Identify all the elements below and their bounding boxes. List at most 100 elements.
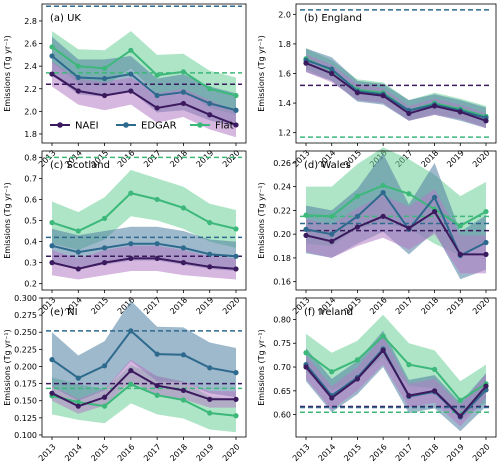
- point-flat: [128, 190, 134, 196]
- band-naei: [306, 336, 486, 427]
- point-flat: [380, 333, 386, 339]
- x-tick-label: 2019: [445, 442, 466, 462]
- point-edgar: [354, 213, 361, 219]
- y-tick-label: 2.8: [24, 17, 37, 26]
- series-line-naei: [305, 210, 486, 256]
- x-tick-label: 2015: [342, 442, 363, 462]
- point-naei: [483, 383, 489, 389]
- x-tick-label: 2020: [221, 442, 242, 462]
- point-edgar: [75, 249, 81, 255]
- series-line-naei: [51, 257, 237, 270]
- y-axis-label: Emissions (Tg yr⁻¹): [3, 35, 12, 112]
- y-axis-label: Emissions (Tg yr⁻¹): [3, 329, 12, 406]
- point-naei: [49, 71, 55, 77]
- legend-marker-flat: [197, 122, 203, 128]
- point-edgar: [154, 92, 160, 99]
- x-tick-label: 2017: [394, 295, 415, 316]
- y-tick-label: 0.150: [14, 397, 37, 406]
- point-flat: [233, 226, 239, 232]
- y-tick-label: 1.6: [278, 70, 291, 79]
- point-flat: [154, 72, 160, 78]
- point-flat: [154, 196, 160, 203]
- panel-5: 0.100 0.125 0.150 0.175 0.200 0.225 0.250 0.275…: [3, 294, 247, 462]
- band-naei: [52, 245, 236, 280]
- point-naei: [101, 260, 108, 266]
- point-naei: [128, 255, 134, 262]
- point-naei: [329, 70, 335, 77]
- point-flat: [380, 182, 386, 189]
- point-flat: [329, 213, 335, 219]
- y-tick-label: 0.60: [273, 411, 291, 420]
- point-naei: [233, 266, 239, 272]
- point-naei: [154, 105, 160, 111]
- point-edgar: [180, 352, 187, 358]
- legend-marker-naei: [57, 122, 63, 128]
- y-axis-label: Emissions (Tg yr⁻¹): [257, 35, 266, 112]
- point-naei: [406, 110, 412, 117]
- point-naei: [49, 390, 55, 396]
- point-edgar: [207, 365, 213, 371]
- point-naei: [380, 93, 386, 99]
- y-tick-label: 0.22: [273, 206, 291, 215]
- point-naei: [380, 347, 386, 353]
- y-tick-label: 0.3: [24, 259, 37, 268]
- panel-title: (e) NI: [50, 307, 78, 318]
- point-naei: [483, 251, 489, 257]
- point-naei: [154, 255, 160, 262]
- y-tick-label: 0.175: [14, 380, 37, 389]
- point-naei: [431, 208, 438, 215]
- x-tick-label: 2020: [471, 295, 492, 316]
- x-tick-label: 2018: [419, 295, 440, 316]
- y-tick-label: 0.300: [14, 294, 37, 303]
- y-tick-label: 0.100: [14, 431, 37, 440]
- y-axis-label: Emissions (Tg yr⁻¹): [257, 329, 266, 406]
- y-tick-label: 0.70: [273, 363, 291, 372]
- point-naei: [354, 224, 361, 230]
- y-tick-label: 0.2: [24, 280, 37, 289]
- point-naei: [101, 92, 108, 99]
- point-flat: [75, 63, 81, 69]
- x-tick-label: 2016: [116, 442, 137, 462]
- series-line-naei: [51, 73, 237, 126]
- point-flat: [329, 369, 335, 375]
- point-edgar: [154, 351, 160, 357]
- series-line-naei: [305, 348, 487, 418]
- point-naei: [329, 238, 335, 244]
- series-line-edgar: [51, 55, 237, 112]
- x-tick-label: 2020: [471, 148, 492, 169]
- point-edgar: [49, 53, 55, 59]
- point-flat: [406, 362, 412, 368]
- point-edgar: [101, 363, 108, 369]
- y-tick-label: 2.0: [24, 107, 37, 116]
- x-tick-label: 2018: [419, 148, 440, 169]
- x-tick-label: 2016: [368, 295, 389, 316]
- panel-title: (b) England: [304, 13, 362, 24]
- point-edgar: [329, 66, 335, 72]
- x-tick-label: 2017: [394, 442, 415, 462]
- point-edgar: [180, 89, 187, 95]
- point-naei: [233, 122, 239, 128]
- point-edgar: [180, 245, 187, 251]
- point-flat: [457, 397, 463, 403]
- point-flat: [180, 397, 187, 403]
- point-naei: [154, 383, 160, 389]
- y-tick-label: 0.20: [273, 230, 291, 239]
- point-naei: [180, 100, 187, 107]
- point-edgar: [101, 75, 108, 82]
- y-tick-label: 0.5: [24, 217, 37, 226]
- point-naei: [75, 266, 81, 272]
- x-tick-label: 2019: [445, 148, 466, 169]
- series-line-flat: [305, 334, 487, 402]
- y-tick-label: 1.2: [278, 129, 291, 138]
- y-tick-label: 2.0: [278, 10, 291, 19]
- point-naei: [180, 387, 187, 394]
- point-edgar: [380, 189, 386, 196]
- band-flat: [52, 365, 236, 433]
- point-edgar: [483, 239, 489, 246]
- point-flat: [180, 205, 187, 211]
- point-edgar: [49, 357, 55, 363]
- point-naei: [207, 396, 213, 402]
- x-tick-label: 2017: [142, 295, 163, 316]
- point-flat: [431, 366, 438, 373]
